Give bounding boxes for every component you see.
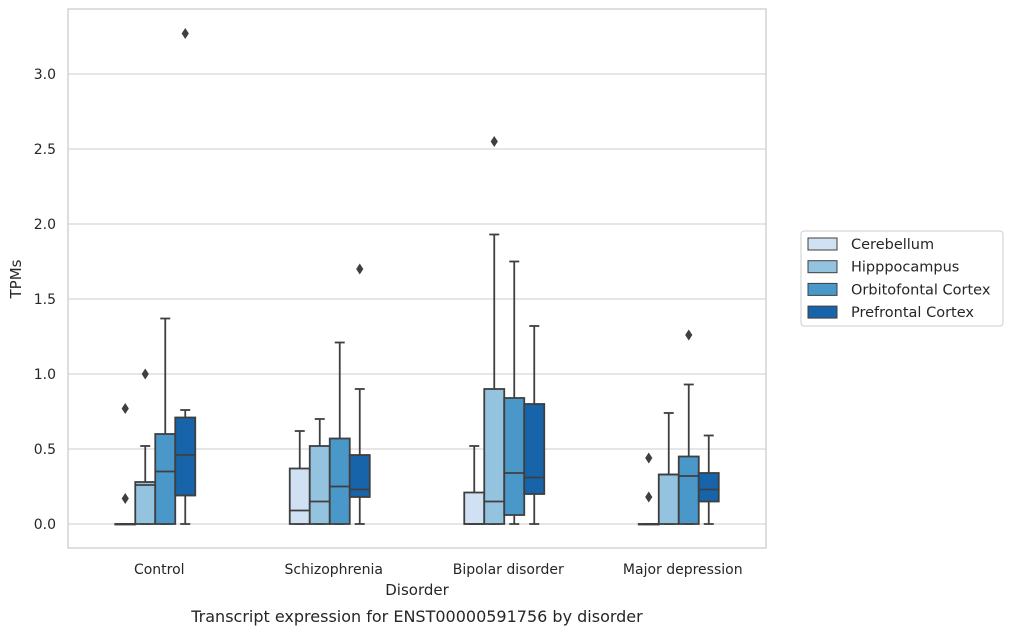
plot-frame <box>67 8 767 549</box>
x-tick-label: Schizophrenia <box>285 562 383 578</box>
box-2-3 <box>523 325 546 525</box>
box-body <box>348 454 371 498</box>
box-body <box>483 388 506 525</box>
box-0-2 <box>154 317 177 525</box>
box-body <box>328 437 351 525</box>
box-body <box>308 445 331 525</box>
flier-point <box>141 368 149 380</box>
box-layer <box>114 28 720 526</box>
box-body <box>288 467 311 525</box>
box-0-3 <box>174 28 197 525</box>
legend-swatch <box>807 305 838 319</box>
box-body <box>697 472 720 503</box>
flier-point <box>645 491 653 503</box>
legend-swatch <box>807 282 838 296</box>
legend: Cerebellum Hipppocampus Orbitofontal Corte… <box>800 230 1004 327</box>
x-tick-label: Major depression <box>623 562 743 578</box>
y-tick-label: 3.0 <box>34 67 56 83</box>
box-2-1 <box>483 136 506 525</box>
box-body <box>677 455 700 525</box>
legend-swatch <box>807 237 838 251</box>
y-tick-label: 2.0 <box>34 217 56 233</box>
flier-point <box>490 136 498 147</box>
y-tick-label: 0.5 <box>34 442 56 458</box>
flier-point <box>121 493 129 504</box>
box-body <box>523 403 546 495</box>
y-tick-label: 2.5 <box>34 142 56 158</box>
tick-layer: 0.0 0.5 1.0 1.5 2.0 2.5 3.0 Control Schizophreni… <box>34 67 743 578</box>
box-body <box>463 491 486 525</box>
x-tick-label: Bipolar disorder <box>453 562 564 578</box>
box-body <box>657 473 680 525</box>
flier-point <box>685 329 693 341</box>
flier-point <box>645 452 653 464</box>
y-axis-label: TPMs <box>7 259 25 299</box>
legend-label: Hipppocampus <box>851 260 959 276</box>
box-body <box>503 397 526 516</box>
box-body <box>134 481 157 525</box>
chart-caption: Transcript expression for ENST0000059175… <box>190 607 643 626</box>
flier-point <box>356 263 364 275</box>
box-body <box>174 416 197 497</box>
box-3-1 <box>657 412 680 525</box>
box-2-2 <box>503 260 526 525</box>
legend-label: Prefrontal Cortex <box>851 305 974 321</box>
box-body <box>154 433 177 525</box>
x-tick-label: Control <box>134 562 185 578</box>
x-axis-label: Disorder <box>385 581 449 599</box>
y-tick-label: 1.5 <box>34 292 56 308</box>
legend-swatch <box>807 260 838 274</box>
flier-point <box>181 28 189 39</box>
legend-frame <box>800 230 1004 327</box>
box-3-3 <box>697 434 720 525</box>
box-1-3 <box>348 263 371 525</box>
box-3-2 <box>677 329 700 525</box>
y-tick-label: 0.0 <box>34 517 56 533</box>
legend-label: Orbitofontal Cortex <box>851 282 991 298</box>
y-tick-label: 1.0 <box>34 367 56 383</box>
flier-point <box>121 403 129 414</box>
legend-label: Cerebellum <box>851 237 934 253</box>
